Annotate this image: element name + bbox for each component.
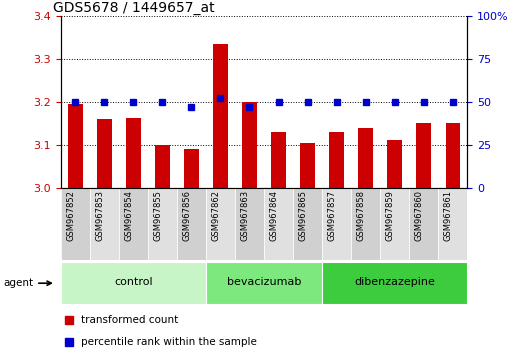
Bar [184,149,199,188]
Bar [97,119,111,188]
Text: GSM967853: GSM967853 [95,190,105,241]
Text: agent: agent [3,278,51,288]
Text: GSM967864: GSM967864 [269,190,279,241]
Bar [388,141,402,188]
Bar [264,188,293,260]
Text: percentile rank within the sample: percentile rank within the sample [81,337,257,347]
Text: dibenzazepine: dibenzazepine [354,277,435,287]
Bar [438,188,467,260]
Bar [206,188,235,260]
Bar [235,188,264,260]
Text: GSM967855: GSM967855 [153,190,163,241]
Bar [417,123,431,188]
Bar [380,188,409,260]
Bar [322,262,467,304]
Bar [61,188,90,260]
Bar [148,188,177,260]
Text: bevacizumab: bevacizumab [227,277,301,287]
Text: GSM967862: GSM967862 [211,190,221,241]
Text: GSM967857: GSM967857 [327,190,337,241]
Bar [177,188,206,260]
Bar [322,188,351,260]
Bar [409,188,438,260]
Bar [90,188,119,260]
Bar [213,44,228,188]
Text: GSM967860: GSM967860 [414,190,424,241]
Text: GSM967852: GSM967852 [66,190,76,241]
Text: GSM967854: GSM967854 [124,190,133,241]
Text: GSM967856: GSM967856 [182,190,192,241]
Bar [329,132,344,188]
Bar [271,132,286,188]
Text: GDS5678 / 1449657_at: GDS5678 / 1449657_at [53,1,214,15]
Text: GSM967863: GSM967863 [240,190,250,241]
Bar [446,123,460,188]
Bar [206,262,322,304]
Bar [300,143,315,188]
Text: GSM967865: GSM967865 [298,190,307,241]
Bar [351,188,380,260]
Bar [126,118,140,188]
Bar [155,145,169,188]
Bar [293,188,322,260]
Bar [61,262,206,304]
Bar [242,102,257,188]
Bar [359,127,373,188]
Text: GSM967861: GSM967861 [444,190,453,241]
Text: GSM967859: GSM967859 [385,190,395,241]
Text: control: control [114,277,153,287]
Text: GSM967858: GSM967858 [356,190,365,241]
Text: transformed count: transformed count [81,315,178,325]
Bar [119,188,148,260]
Bar [68,104,82,188]
